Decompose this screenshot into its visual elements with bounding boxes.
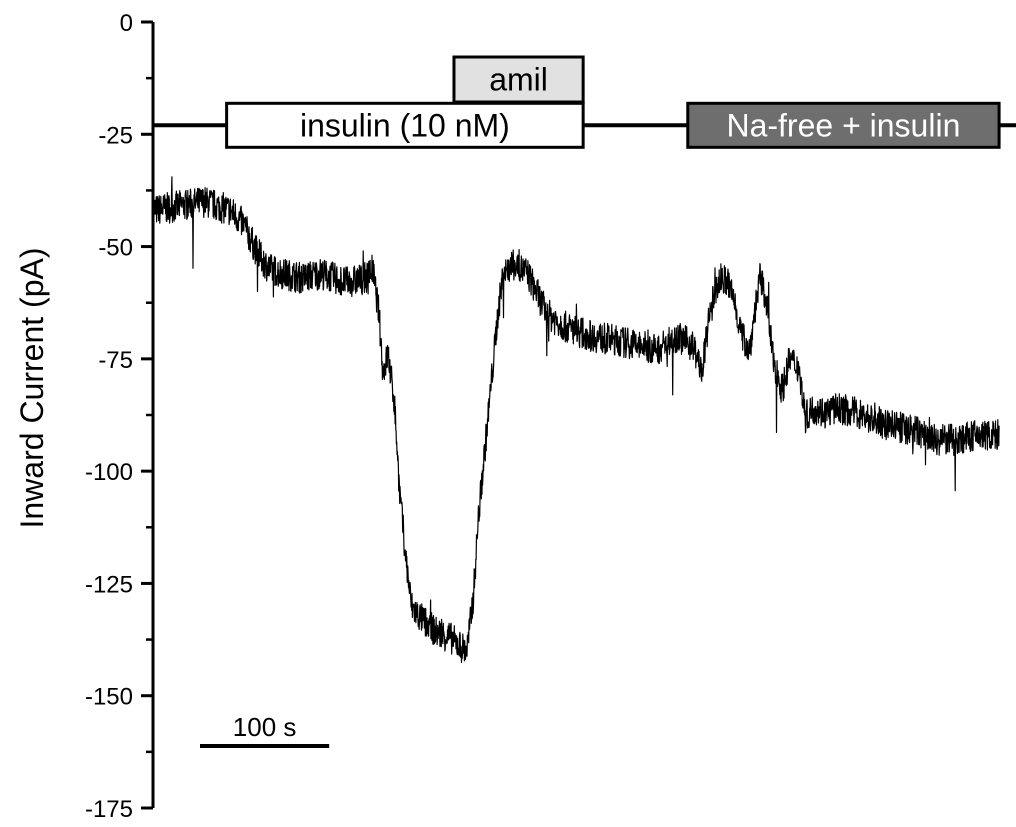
plot-area <box>152 176 1000 664</box>
y-tick-label: -175 <box>85 796 133 823</box>
y-tick-label: -50 <box>98 235 133 262</box>
y-tick-label: -150 <box>85 684 133 711</box>
current-trace <box>152 176 1000 664</box>
treatment-label: insulin (10 nM) <box>300 107 510 143</box>
y-tick-label: -25 <box>98 122 133 149</box>
y-tick-label: -100 <box>85 459 133 486</box>
treatment-bar <box>686 101 1001 149</box>
treatment-label: amil <box>489 62 548 98</box>
treatment-bar <box>225 101 585 149</box>
treatment-label: Na-free + insulin <box>726 107 960 143</box>
y-tick-label: 0 <box>120 10 133 37</box>
scale-bar: 100 s <box>200 712 330 748</box>
y-axis-title: Inward Current (pA) <box>14 248 50 529</box>
scale-bar-label: 100 s <box>233 712 297 742</box>
y-tick-label: -125 <box>85 571 133 598</box>
treatment-bars: insulin (10 nM) amil Na-free + insulin <box>153 55 1016 149</box>
treatment-bar <box>452 55 585 104</box>
y-tick-label: -75 <box>98 347 133 374</box>
y-axis: 0 -25 -50 -75 -100 -125 -150 -175 <box>85 10 155 823</box>
